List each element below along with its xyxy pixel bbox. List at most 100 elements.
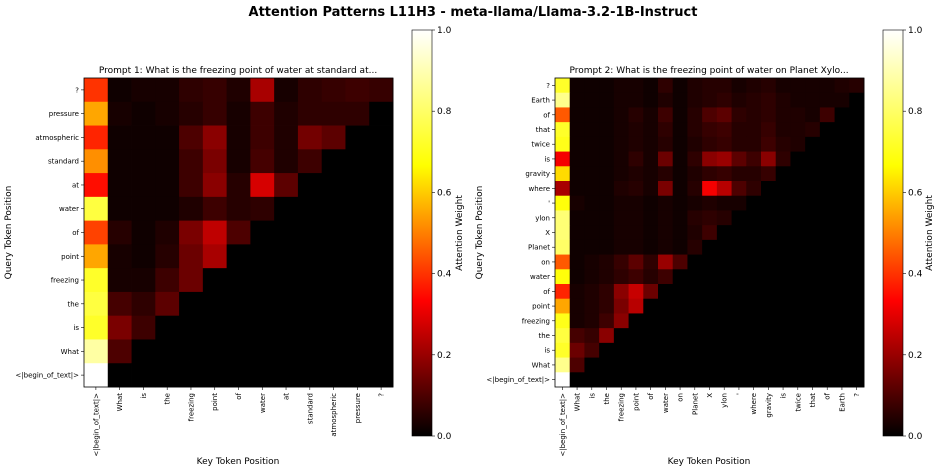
heatmap-cell bbox=[805, 298, 821, 314]
y-tick-label: is bbox=[544, 347, 550, 355]
y-tick-label: at bbox=[72, 181, 79, 189]
heatmap-cell bbox=[628, 210, 644, 226]
heatmap-cell bbox=[569, 298, 585, 314]
heatmap-cell bbox=[702, 269, 718, 285]
heatmap-cell bbox=[599, 225, 615, 241]
heatmap-cell bbox=[584, 225, 600, 241]
heatmap-cell bbox=[584, 239, 600, 255]
heatmap-cell bbox=[226, 196, 251, 222]
x-tick-label: freezing bbox=[618, 393, 626, 421]
heatmap-cell bbox=[643, 107, 659, 123]
heatmap-cell bbox=[297, 101, 323, 126]
heatmap-cell bbox=[321, 78, 346, 103]
heatmap-cell bbox=[658, 357, 674, 373]
y-tick-label: is bbox=[73, 324, 79, 332]
heatmap-cell bbox=[628, 225, 644, 241]
heatmap-cell bbox=[716, 151, 732, 167]
heatmap-cell bbox=[702, 195, 718, 211]
heatmap-cell bbox=[202, 339, 228, 364]
heatmap-cell bbox=[672, 328, 688, 344]
heatmap-cell bbox=[321, 291, 346, 317]
heatmap-cell bbox=[849, 225, 865, 241]
heatmap-cell bbox=[731, 195, 747, 211]
heatmap-cell bbox=[790, 181, 806, 197]
heatmap-cell bbox=[599, 372, 615, 388]
x-tick-label: twice bbox=[794, 393, 802, 412]
heatmap-cell bbox=[849, 136, 865, 152]
heatmap-cell bbox=[555, 239, 571, 255]
heatmap-cell bbox=[775, 342, 791, 358]
heatmap-cell bbox=[716, 166, 732, 182]
x-tick-label: water bbox=[259, 393, 267, 413]
heatmap-cell bbox=[702, 342, 718, 358]
heatmap-cell bbox=[761, 298, 777, 314]
heatmap-cell bbox=[274, 244, 299, 269]
heatmap-cell bbox=[297, 291, 323, 317]
heatmap-cell bbox=[775, 92, 791, 108]
heatmap-cell bbox=[672, 254, 688, 270]
heatmap-cell bbox=[202, 78, 228, 103]
heatmap-cell bbox=[613, 313, 629, 329]
heatmap-cell bbox=[746, 78, 762, 94]
heatmap-cell bbox=[790, 269, 806, 285]
heatmap-cell bbox=[599, 210, 615, 226]
heatmap-cell bbox=[746, 269, 762, 285]
heatmap-cell bbox=[345, 149, 370, 174]
heatmap-cell bbox=[775, 239, 791, 255]
heatmap-cell bbox=[179, 78, 204, 103]
heatmap-cell bbox=[731, 298, 747, 314]
heatmap-cell bbox=[790, 136, 806, 152]
heatmap-cell bbox=[849, 269, 865, 285]
heatmap-cell bbox=[599, 92, 615, 108]
heatmap-cell bbox=[369, 244, 394, 269]
heatmap-cell bbox=[775, 107, 791, 123]
heatmap-cell bbox=[805, 78, 821, 94]
heatmap-cell bbox=[569, 122, 585, 138]
heatmap-cell bbox=[790, 195, 806, 211]
heatmap-cell bbox=[226, 315, 251, 340]
heatmap-cell bbox=[834, 195, 850, 211]
colorbar-tick-label: 0.8 bbox=[908, 107, 923, 117]
heatmap-cell bbox=[613, 166, 629, 182]
heatmap-cell bbox=[84, 196, 109, 222]
heatmap-cell bbox=[569, 166, 585, 182]
heatmap-cell bbox=[202, 196, 228, 222]
heatmap-cell bbox=[202, 125, 228, 150]
heatmap-cell bbox=[775, 181, 791, 197]
heatmap-cell bbox=[131, 196, 156, 222]
heatmap-cell bbox=[179, 363, 204, 388]
heatmap-cell bbox=[274, 196, 299, 222]
heatmap-cell bbox=[849, 298, 865, 314]
heatmap-cell bbox=[321, 196, 346, 222]
heatmap-cell bbox=[834, 372, 850, 388]
heatmap-cell bbox=[599, 136, 615, 152]
x-tick-label: point bbox=[632, 393, 640, 411]
heatmap-cell bbox=[250, 315, 275, 340]
heatmap-cell bbox=[297, 78, 323, 103]
x-tick-label: <|begin_of_text|> bbox=[559, 393, 567, 457]
heatmap-cell bbox=[643, 372, 659, 388]
heatmap-cell bbox=[805, 151, 821, 167]
heatmap-cell bbox=[297, 339, 323, 364]
heatmap-cell bbox=[805, 357, 821, 373]
x-tick-label: the bbox=[603, 393, 611, 405]
heatmap-cell bbox=[716, 254, 732, 270]
heatmap-cell bbox=[179, 291, 204, 317]
heatmap-cell bbox=[731, 210, 747, 226]
heatmap-cell bbox=[345, 125, 370, 150]
heatmap-cell bbox=[599, 254, 615, 270]
heatmap-cell bbox=[819, 357, 835, 373]
heatmap-cell bbox=[226, 244, 251, 269]
heatmap-cell bbox=[849, 372, 865, 388]
heatmap-cell bbox=[672, 342, 688, 358]
heatmap-cell bbox=[731, 372, 747, 388]
heatmap-cell bbox=[658, 181, 674, 197]
heatmap-cell bbox=[155, 173, 180, 198]
heatmap-cell bbox=[131, 315, 156, 340]
x-tick-label: atmospheric bbox=[330, 393, 338, 437]
heatmap-cell bbox=[702, 210, 718, 226]
heatmap-cell bbox=[716, 210, 732, 226]
heatmap-cell bbox=[599, 151, 615, 167]
heatmap-cell bbox=[569, 269, 585, 285]
heatmap-cell bbox=[155, 291, 180, 317]
